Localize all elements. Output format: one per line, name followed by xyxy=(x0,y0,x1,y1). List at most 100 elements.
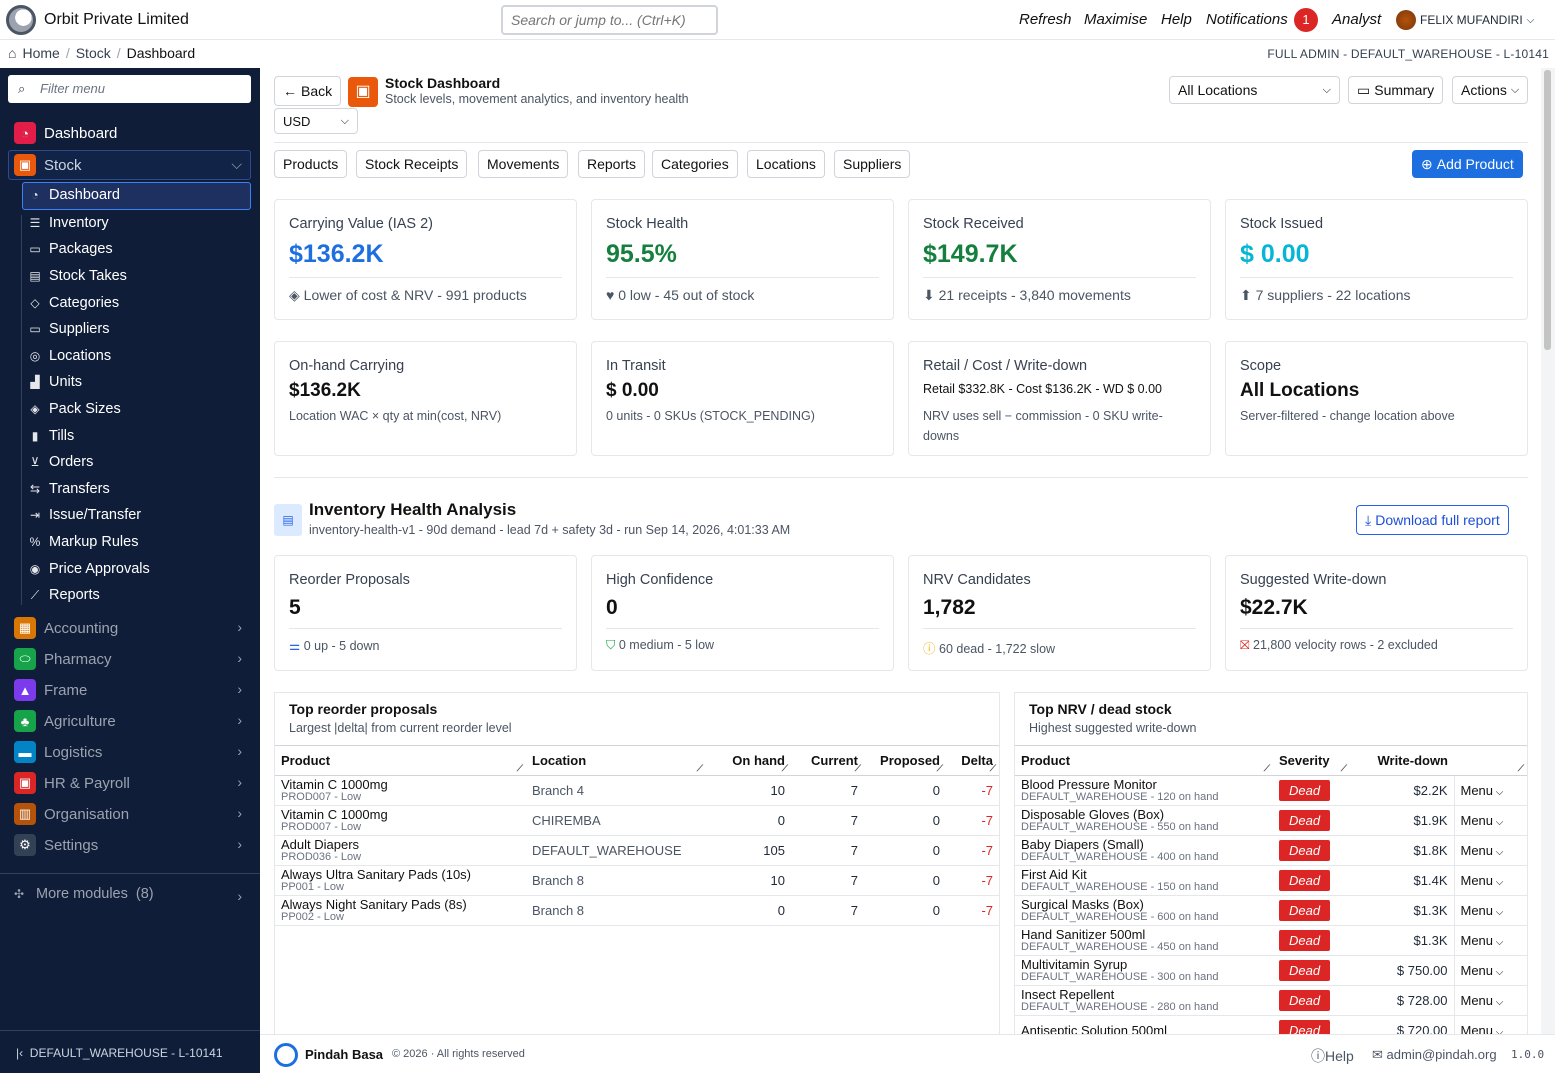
table-row[interactable]: Hand Sanitizer 500ml DEFAULT_WAREHOUSE - … xyxy=(1015,925,1527,956)
page-scrollbar[interactable] xyxy=(1541,68,1555,1034)
table-row[interactable]: Insect Repellent DEFAULT_WAREHOUSE - 280 … xyxy=(1015,985,1527,1016)
column-header-write-down[interactable]: Write-down xyxy=(1350,745,1454,776)
sidebar-subitem-categories[interactable]: ◇ Categories xyxy=(28,295,119,311)
resize-handle-icon[interactable]: ⟋ xyxy=(696,763,703,773)
column-header-severity[interactable]: Severity ⟋ xyxy=(1273,745,1350,776)
column-header-delta[interactable]: Delta ⟋ xyxy=(946,745,999,776)
sidebar-subitem-transfers[interactable]: ⇆ Transfers xyxy=(28,481,110,497)
notifications-link[interactable]: Notifications xyxy=(1206,11,1288,28)
actions-button[interactable]: Actions ⌵ xyxy=(1452,76,1529,104)
sidebar-item-accounting[interactable]: ▦ Accounting › xyxy=(14,617,246,639)
sidebar-subitem-issue-transfer[interactable]: ⇥ Issue/Transfer xyxy=(28,507,141,523)
footer-help-link[interactable]: ⓘHelp xyxy=(1311,1046,1354,1066)
column-header-current[interactable]: Current ⟋ xyxy=(791,745,864,776)
column-header-actions[interactable]: ⟋ xyxy=(1454,745,1527,776)
column-header-product[interactable]: Product ⟋ xyxy=(1015,745,1273,776)
download-report-button[interactable]: ⤓ Download full report xyxy=(1356,505,1509,535)
sidebar-subitem-orders[interactable]: ⊻ Orders xyxy=(28,454,94,470)
table-row[interactable]: Multivitamin Syrup DEFAULT_WAREHOUSE - 30… xyxy=(1015,955,1527,986)
table-row[interactable]: Baby Diapers (Small) DEFAULT_WAREHOUSE - … xyxy=(1015,835,1527,866)
row-menu-button[interactable]: Menu ⌵ xyxy=(1453,805,1527,836)
sidebar-subitem-pack-sizes[interactable]: ◈ Pack Sizes xyxy=(28,401,120,417)
sidebar-item-logistics[interactable]: ▬ Logistics › xyxy=(14,741,246,763)
resize-handle-icon[interactable]: ⟋ xyxy=(1263,763,1270,773)
maximise-link[interactable]: Maximise xyxy=(1084,11,1148,28)
global-search-input[interactable] xyxy=(501,5,718,35)
sidebar-subitem-inventory[interactable]: ☰ Inventory xyxy=(28,215,109,231)
resize-handle-icon[interactable]: ⟋ xyxy=(781,763,788,773)
tab-reports[interactable]: Reports xyxy=(578,150,646,178)
row-menu-button[interactable]: Menu ⌵ xyxy=(1453,955,1527,986)
sidebar-subitem-units[interactable]: ▟ Units xyxy=(28,374,82,390)
table-row[interactable]: Always Night Sanitary Pads (8s) PP002 - L… xyxy=(275,895,999,926)
location-select[interactable]: All Locations ⌵ xyxy=(1169,76,1340,104)
table-row[interactable]: First Aid Kit DEFAULT_WAREHOUSE - 150 on … xyxy=(1015,865,1527,896)
tab-movements[interactable]: Movements xyxy=(478,150,569,178)
add-product-button[interactable]: ⊕ Add Product xyxy=(1412,150,1523,178)
row-menu-button[interactable]: Menu ⌵ xyxy=(1453,895,1527,926)
sidebar-item-organisation[interactable]: ▥ Organisation › xyxy=(14,803,246,825)
tab-categories[interactable]: Categories xyxy=(652,150,738,178)
breadcrumb-stock[interactable]: Stock xyxy=(75,45,111,61)
sidebar-item-agriculture[interactable]: ♣ Agriculture › xyxy=(14,710,246,732)
row-menu-button[interactable]: Menu ⌵ xyxy=(1453,775,1527,806)
table-row[interactable]: Disposable Gloves (Box) DEFAULT_WAREHOUSE… xyxy=(1015,805,1527,836)
currency-select[interactable]: USD ⌵ xyxy=(274,108,358,134)
sidebar-item-stock-label[interactable]: ▣ Stock ⌵ xyxy=(14,154,246,176)
sidebar-subitem-packages[interactable]: ▭ Packages xyxy=(28,241,112,257)
sidebar-subitem-suppliers[interactable]: ▭ Suppliers xyxy=(28,321,109,337)
table-row[interactable]: Adult Diapers PROD036 - Low DEFAULT_WAREH… xyxy=(275,835,999,866)
refresh-link[interactable]: Refresh xyxy=(1019,11,1072,28)
sidebar-subitem-dashboard-active[interactable] xyxy=(22,182,251,210)
resize-handle-icon[interactable]: ⟋ xyxy=(854,763,861,773)
row-menu-button[interactable]: Menu ⌵ xyxy=(1453,835,1527,866)
sidebar-subitem-tills[interactable]: ▮ Tills xyxy=(28,428,75,444)
sidebar-item-settings[interactable]: ⚙ Settings › xyxy=(14,834,246,856)
sidebar-subitem-stock-takes[interactable]: ▤ Stock Takes xyxy=(28,268,127,284)
resize-handle-icon[interactable]: ⟋ xyxy=(516,763,523,773)
resize-handle-icon[interactable]: ⟋ xyxy=(989,763,996,773)
user-menu[interactable]: FELIX MUFANDIRI ⌵ xyxy=(1396,10,1534,30)
column-header-location[interactable]: Location ⟋ xyxy=(526,745,706,776)
resize-handle-icon[interactable]: ⟋ xyxy=(1517,763,1524,773)
filter-menu-input[interactable]: ⌕ Filter menu xyxy=(8,75,251,103)
column-header-on-hand[interactable]: On hand ⟋ xyxy=(706,745,791,776)
table-row[interactable]: Blood Pressure Monitor DEFAULT_WAREHOUSE … xyxy=(1015,775,1527,806)
table-row[interactable]: Vitamin C 1000mg PROD007 - Low CHIREMBA 0… xyxy=(275,805,999,836)
sidebar-item-pharmacy[interactable]: ⬭ Pharmacy › xyxy=(14,648,246,670)
brand[interactable]: Orbit Private Limited xyxy=(6,5,189,35)
sidebar-subitem-reports[interactable]: ⟋ Reports xyxy=(28,587,100,603)
column-header-proposed[interactable]: Proposed ⟋ xyxy=(864,745,946,776)
column-header-product[interactable]: Product ⟋ xyxy=(275,745,526,776)
sidebar-subitem-dashboard[interactable]: ◔ Dashboard xyxy=(28,187,120,203)
tab-locations[interactable]: Locations xyxy=(747,150,825,178)
resize-handle-icon[interactable]: ⟋ xyxy=(1340,763,1347,773)
sidebar-subitem-price-approvals[interactable]: ◉ Price Approvals xyxy=(28,561,150,577)
summary-button[interactable]: ▭ Summary xyxy=(1348,76,1444,104)
table-row[interactable]: Always Ultra Sanitary Pads (10s) PP001 - … xyxy=(275,865,999,896)
tab-suppliers[interactable]: Suppliers xyxy=(834,150,911,178)
scrollbar-thumb[interactable] xyxy=(1544,70,1551,350)
sidebar-item-frame[interactable]: ▲ Frame › xyxy=(14,679,246,701)
row-menu-button[interactable]: Menu ⌵ xyxy=(1453,1015,1527,1034)
more-modules-toggle[interactable]: ✣ More modules (8) › xyxy=(14,886,246,904)
row-menu-button[interactable]: Menu ⌵ xyxy=(1453,925,1527,956)
tab-stock-receipts[interactable]: Stock Receipts xyxy=(356,150,468,178)
sidebar-subitem-locations[interactable]: ◎ Locations xyxy=(28,348,111,364)
breadcrumb-home[interactable]: Home xyxy=(22,45,60,61)
row-menu-button[interactable]: Menu ⌵ xyxy=(1453,985,1527,1016)
notification-count-badge[interactable]: 1 xyxy=(1294,8,1318,32)
table-row[interactable]: Antiseptic Solution 500ml Dead $ 720.00 … xyxy=(1015,1015,1527,1034)
table-row[interactable]: Surgical Masks (Box) DEFAULT_WAREHOUSE - … xyxy=(1015,895,1527,926)
sidebar-footer[interactable]: |‹ DEFAULT_WAREHOUSE - L-10141 xyxy=(0,1030,260,1075)
resize-handle-icon[interactable]: ⟋ xyxy=(936,763,943,773)
help-link[interactable]: Help xyxy=(1161,11,1192,28)
sidebar-item-dashboard[interactable]: ◔ Dashboard xyxy=(14,122,246,144)
back-button[interactable]: ← Back xyxy=(274,76,342,106)
sidebar-item-stock[interactable] xyxy=(8,150,251,180)
row-menu-button[interactable]: Menu ⌵ xyxy=(1453,865,1527,896)
sidebar-subitem-markup-rules[interactable]: % Markup Rules xyxy=(28,534,139,550)
footer-email-link[interactable]: ✉ admin@pindah.org xyxy=(1372,1047,1497,1063)
table-row[interactable]: Vitamin C 1000mg PROD007 - Low Branch 4 1… xyxy=(275,775,999,806)
tab-products[interactable]: Products xyxy=(274,150,348,178)
